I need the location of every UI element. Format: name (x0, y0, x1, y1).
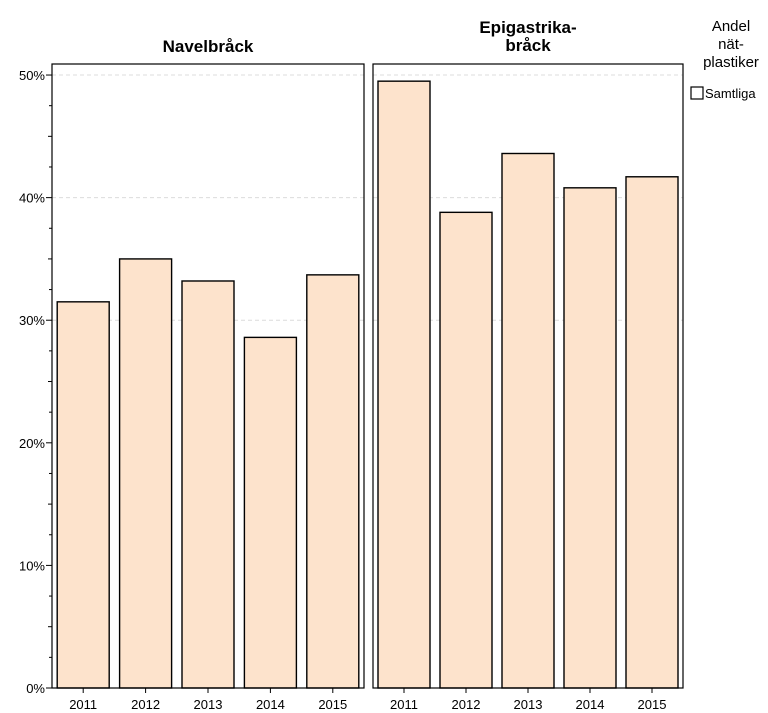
bar-2012 (118, 258, 173, 689)
legend-label: Samtliga (705, 86, 756, 101)
panel-title: Epigastrika- (479, 18, 576, 37)
panel-title: Navelbråck (163, 37, 254, 56)
y-tick-label: 30% (19, 313, 45, 328)
legend-title: Andel (712, 18, 750, 35)
legend-swatch (690, 86, 704, 100)
y-axis: 0% 10% 20% 30% 40% 50% (19, 68, 52, 696)
panel-titles: Navelbråck Epigastrika-bråck (163, 18, 577, 56)
bars-layer (56, 80, 679, 689)
x-axis: 2011 2012 2013 2014 2015 2011 2012 2013 2014 2015 (69, 688, 666, 712)
bar-2013 (181, 280, 235, 689)
x-tick-label: 2015 (318, 697, 347, 712)
x-tick-label: 2012 (131, 697, 160, 712)
x-tick-label: 2013 (514, 697, 543, 712)
y-tick-label: 10% (19, 558, 45, 573)
y-tick-label: 40% (19, 191, 45, 206)
bar-2014 (243, 336, 298, 689)
x-tick-label: 2011 (69, 697, 97, 712)
y-tick-label: 0% (26, 681, 45, 696)
x-tick-label: 2012 (452, 697, 481, 712)
y-tick-label: 20% (19, 436, 45, 451)
x-tick-label: 2015 (638, 697, 667, 712)
y-tick-label: 50% (19, 68, 45, 83)
bar-2015 (306, 274, 360, 689)
legend-title: nät- (718, 36, 744, 53)
x-tick-label: 2014 (576, 697, 605, 712)
bar-2014 (563, 187, 617, 689)
bar-2012 (439, 211, 493, 689)
bar-2013 (501, 152, 555, 689)
x-tick-label: 2011 (390, 697, 418, 712)
bar-2015 (625, 176, 679, 689)
bar-2011 (377, 80, 431, 689)
x-tick-label: 2013 (194, 697, 223, 712)
legend-title: plastiker (703, 54, 759, 71)
bar-2011 (56, 301, 110, 689)
panel-title: bråck (505, 36, 551, 55)
x-tick-label: 2014 (256, 697, 285, 712)
